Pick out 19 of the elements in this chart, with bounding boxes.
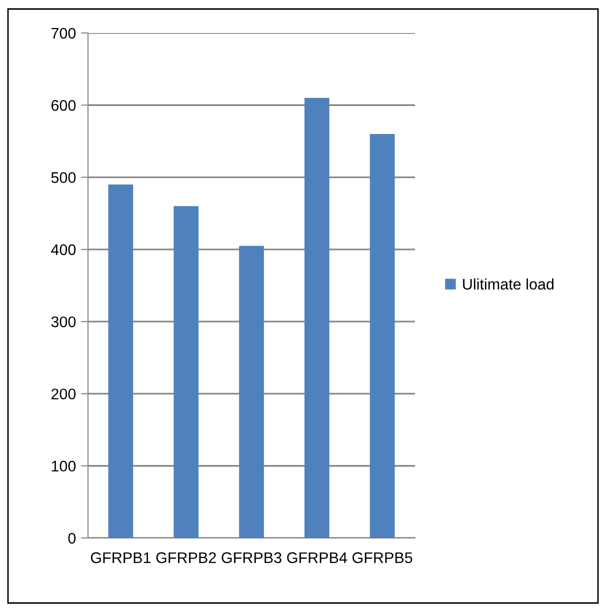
legend-label: Ulitimate load: [463, 278, 554, 290]
y-tick-label: 0: [68, 532, 76, 544]
bar: [370, 134, 395, 538]
bar: [108, 184, 134, 538]
x-tick-label: GFRPB3: [222, 552, 282, 564]
y-tick-label: 400: [51, 244, 76, 256]
x-tick-label: GFRPB5: [352, 552, 412, 564]
x-tick-label: GFRPB1: [90, 552, 151, 564]
y-tick-label: 500: [51, 172, 76, 183]
y-tick-label: 100: [52, 460, 76, 472]
x-tick-label: GFRPB4: [287, 552, 348, 564]
bar: [304, 98, 330, 538]
y-tick-label: 600: [51, 100, 76, 111]
y-tick-label: 300: [51, 316, 76, 328]
y-tick-label: 700: [51, 28, 76, 39]
x-tick-label: GFRPB2: [156, 552, 216, 564]
bar: [174, 206, 199, 538]
y-tick-label: 200: [51, 388, 76, 400]
bar: [239, 246, 264, 538]
